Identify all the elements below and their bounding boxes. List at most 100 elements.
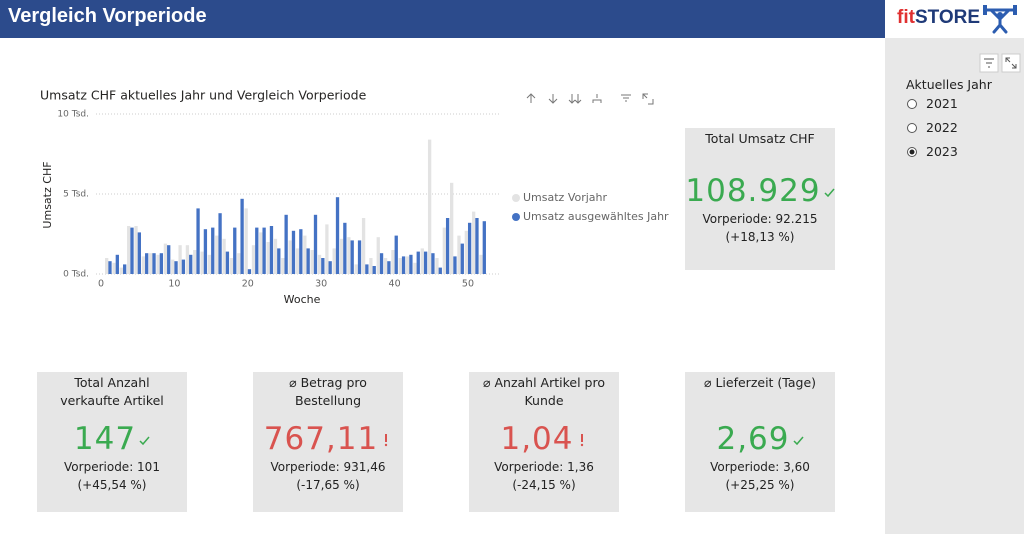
- x-tick-label: 0: [98, 279, 104, 290]
- check-icon: [792, 436, 804, 446]
- bar: [387, 261, 391, 274]
- slicer-option[interactable]: 2021: [906, 96, 958, 111]
- kpi-indicator: [139, 436, 150, 446]
- radio[interactable]: [906, 98, 918, 110]
- x-tick-label: 50: [462, 279, 474, 290]
- legend-marker: [512, 213, 520, 221]
- kpi-value: 108.929: [685, 173, 821, 209]
- bar: [321, 258, 325, 274]
- kpi-value-row: 2,69: [685, 420, 835, 458]
- brand-icon: [983, 5, 1017, 34]
- kpi-card: Total Umsatz CHF 108.929 Vorperiode: 92.21…: [685, 128, 835, 270]
- bar: [398, 258, 402, 274]
- filter[interactable]: [621, 94, 631, 102]
- chart-title: Umsatz CHF aktuelles Jahr und Vergleich …: [40, 88, 367, 103]
- bar: [303, 235, 307, 274]
- bar: [130, 227, 134, 274]
- bar: [317, 254, 322, 274]
- bar: [450, 182, 454, 274]
- bar: [171, 259, 175, 274]
- bar: [108, 261, 112, 274]
- slicer-option[interactable]: 2023: [906, 144, 958, 159]
- focus-button[interactable]: [1001, 53, 1021, 73]
- bar: [460, 243, 464, 274]
- bar: [306, 248, 310, 274]
- brand: fitSTORE: [885, 0, 1024, 38]
- bar: [145, 253, 149, 274]
- drill-down[interactable]: [548, 94, 558, 104]
- bar: [156, 254, 160, 274]
- kpi-title: ⌀ Lieferzeit (Tage): [703, 375, 817, 390]
- bar: [181, 259, 186, 274]
- bar: [174, 261, 178, 274]
- kpi-change: (-24,15 %): [512, 478, 576, 492]
- chart: Umsatz CHF aktuelles Jahr und Vergleich …: [40, 88, 669, 307]
- bar: [423, 251, 428, 274]
- focus-icon: [1005, 57, 1017, 69]
- bar: [361, 218, 366, 274]
- bar: [229, 258, 234, 274]
- kpi-value-row: 108.929: [685, 172, 835, 210]
- bar: [123, 264, 127, 274]
- bar: [215, 235, 219, 274]
- kpi-title: Total Umsatz CHF: [705, 131, 815, 146]
- kpi-previous: Vorperiode: 92.215: [702, 212, 818, 226]
- bar: [464, 230, 468, 274]
- bar: [435, 258, 439, 274]
- kpi-card: ⌀ Betrag pro Bestellung 767,11 Vorperiode:…: [253, 372, 403, 512]
- x-tick-label: 20: [242, 279, 254, 290]
- kpi-indicator: [824, 188, 835, 198]
- brand-logo: fitSTORE: [897, 7, 980, 29]
- bar: [211, 227, 215, 274]
- kpi-value: 1,04: [500, 421, 574, 457]
- bar: [178, 245, 182, 274]
- kpi-change: (+25,25 %): [725, 478, 795, 492]
- bar: [394, 235, 398, 274]
- kpi-previous: Vorperiode: 1,36: [494, 460, 594, 474]
- bar: [196, 208, 200, 274]
- bar: [259, 232, 263, 274]
- radio[interactable]: [906, 122, 918, 134]
- bar: [416, 251, 420, 274]
- bar: [225, 251, 230, 274]
- drill-up[interactable]: [526, 93, 536, 103]
- bar: [152, 253, 156, 274]
- bar: [134, 226, 138, 274]
- radio[interactable]: [906, 146, 918, 158]
- bar: [200, 251, 204, 274]
- kpi-value-row: 1,04: [469, 420, 619, 458]
- slicer-option-label: 2022: [926, 120, 958, 135]
- bar: [167, 245, 171, 274]
- bar: [299, 229, 303, 274]
- kpi-indicator: [580, 434, 583, 447]
- y-axis-label: Umsatz CHF: [41, 161, 54, 228]
- kpi-previous: Vorperiode: 931,46: [270, 460, 386, 474]
- bar: [354, 264, 358, 274]
- bar: [159, 253, 164, 274]
- expand-all[interactable]: [568, 94, 582, 104]
- expand-hierarchy[interactable]: [592, 94, 602, 103]
- bar: [185, 245, 190, 274]
- slicer-option[interactable]: 2022: [906, 120, 958, 135]
- bar: [369, 258, 373, 274]
- bar: [149, 253, 153, 274]
- x-tick-label: 40: [389, 279, 401, 290]
- bar: [391, 250, 395, 274]
- slicer-panel: Aktuelles Jahr 2021 2022 2023: [885, 38, 1024, 534]
- bar: [472, 211, 476, 274]
- kpi-previous: Vorperiode: 101: [64, 460, 160, 474]
- kpi-indicator: [385, 434, 388, 447]
- bar: [237, 253, 241, 274]
- check-icon: [139, 436, 150, 446]
- bar: [427, 139, 432, 274]
- bar: [332, 248, 336, 274]
- slicer-option-label: 2023: [926, 144, 958, 159]
- bar: [431, 253, 435, 274]
- bar: [203, 229, 208, 274]
- bar: [365, 264, 369, 274]
- kpi-previous: Vorperiode: 3,60: [710, 460, 810, 474]
- focus-mode[interactable]: [642, 93, 654, 105]
- bar: [193, 250, 197, 274]
- bar: [255, 227, 259, 274]
- bar: [457, 235, 461, 274]
